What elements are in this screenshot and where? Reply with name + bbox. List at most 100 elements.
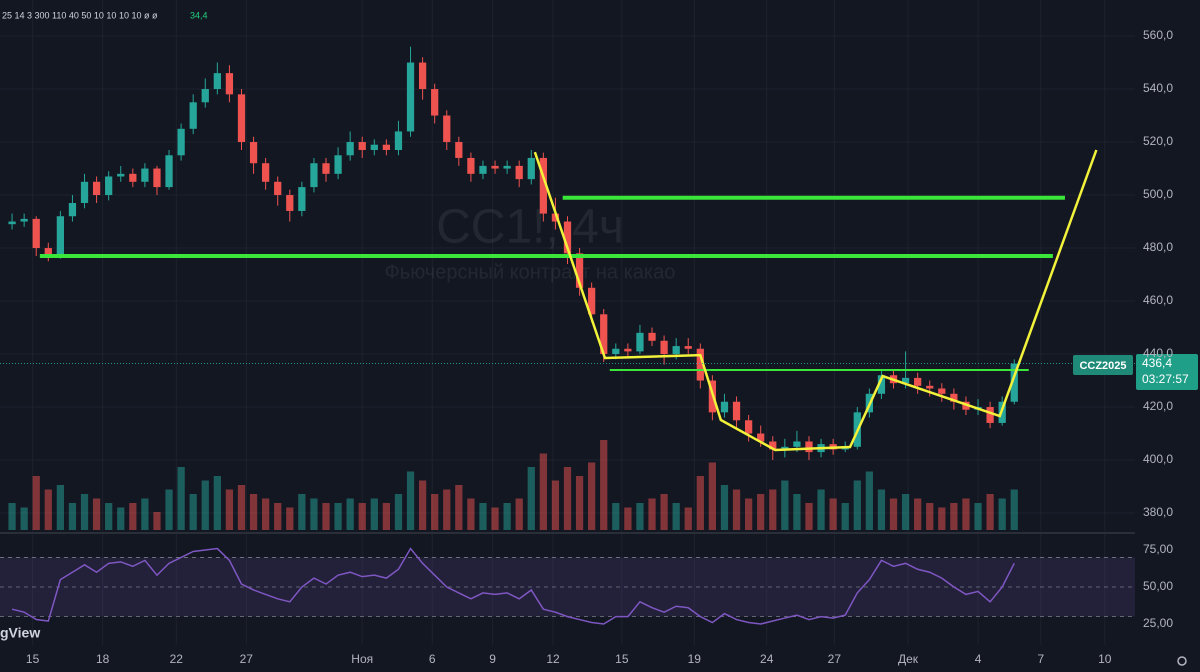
volume-bar bbox=[105, 503, 113, 530]
candle-body bbox=[310, 163, 318, 188]
candle-body bbox=[648, 332, 656, 341]
candle-body bbox=[346, 142, 354, 156]
candle-body bbox=[539, 157, 547, 214]
volume-bar bbox=[527, 467, 535, 530]
candle-body bbox=[575, 253, 584, 288]
volume-bar bbox=[129, 503, 137, 530]
candle-body bbox=[370, 144, 378, 150]
candle-body bbox=[672, 346, 680, 355]
candle-body bbox=[793, 441, 801, 447]
x-tick-label: 15 bbox=[615, 652, 629, 666]
volume-bar bbox=[382, 503, 391, 530]
volume-bar bbox=[370, 498, 378, 530]
volume-bar bbox=[732, 489, 741, 530]
x-tick-label: 12 bbox=[546, 652, 560, 666]
volume-bar bbox=[213, 476, 221, 530]
volume-bar bbox=[648, 498, 656, 530]
candle-body bbox=[117, 173, 125, 177]
candle-body bbox=[624, 348, 632, 352]
candle-body bbox=[20, 218, 28, 222]
volume-bar bbox=[817, 489, 825, 530]
indicator-params: 25 14 3 300 110 40 50 10 10 10 10 ø ø bbox=[2, 10, 158, 20]
x-tick-label: 22 bbox=[170, 652, 184, 666]
volume-bar bbox=[901, 494, 910, 530]
volume-bar bbox=[32, 476, 40, 530]
volume-bar bbox=[757, 494, 765, 530]
candle-body bbox=[515, 165, 523, 180]
volume-bar bbox=[889, 498, 898, 530]
volume-bar bbox=[926, 503, 934, 530]
x-tick-label: 9 bbox=[489, 652, 496, 666]
volume-bar bbox=[418, 480, 427, 530]
candle-body bbox=[901, 377, 910, 384]
candle-body bbox=[588, 287, 596, 315]
volume-bar bbox=[998, 498, 1006, 530]
brand-logo: gView bbox=[0, 625, 40, 641]
volume-bar bbox=[406, 471, 415, 530]
volume-bar bbox=[467, 498, 475, 530]
volume-bar bbox=[636, 503, 644, 530]
candle-body bbox=[32, 218, 40, 249]
volume-bar bbox=[225, 489, 234, 530]
candle-body bbox=[8, 221, 16, 225]
y2-tick-label: 25,00 bbox=[1143, 616, 1173, 630]
volume-bar bbox=[394, 494, 403, 530]
candle-body bbox=[177, 128, 185, 156]
candle-body bbox=[56, 216, 64, 256]
x-tick-label: 27 bbox=[828, 652, 842, 666]
candle-body bbox=[141, 168, 149, 182]
candle-body bbox=[129, 173, 137, 182]
y-tick-label: 380,0 bbox=[1143, 505, 1173, 519]
candle-body bbox=[491, 165, 499, 169]
candle-body bbox=[551, 213, 560, 222]
watermark-subtitle: Фьючерсный контракт на какао bbox=[385, 261, 676, 283]
x-tick-label: Дек bbox=[898, 652, 919, 666]
x-tick-label: 7 bbox=[1037, 652, 1044, 666]
volume-bar bbox=[44, 489, 52, 530]
candle-body bbox=[358, 142, 366, 150]
volume-bar bbox=[334, 503, 342, 530]
y2-tick-label: 50,00 bbox=[1143, 579, 1173, 593]
volume-bar bbox=[551, 480, 560, 530]
candle-body bbox=[322, 163, 330, 174]
volume-bar bbox=[624, 507, 632, 530]
indicator-value: 34,4 bbox=[190, 10, 208, 20]
x-tick-label: 10 bbox=[1098, 652, 1112, 666]
last-price-box bbox=[1136, 354, 1198, 390]
volume-bar bbox=[684, 507, 692, 530]
volume-bar bbox=[298, 494, 306, 530]
candle-body bbox=[382, 144, 391, 150]
candle-body bbox=[189, 102, 197, 129]
volume-bar bbox=[117, 507, 125, 530]
volume-bar bbox=[986, 494, 994, 530]
volume-bar bbox=[720, 485, 729, 530]
candle-body bbox=[262, 163, 270, 182]
settings-icon[interactable] bbox=[1177, 656, 1187, 666]
plot bbox=[0, 46, 1135, 625]
candle-body bbox=[334, 155, 342, 174]
volume-bar bbox=[455, 485, 463, 530]
y-tick-label: 500,0 bbox=[1143, 187, 1173, 201]
candle-body bbox=[225, 73, 234, 95]
candle-body bbox=[44, 248, 52, 256]
volume-bar bbox=[588, 462, 596, 530]
countdown: 03:27:57 bbox=[1142, 372, 1189, 386]
rsi-line bbox=[11, 547, 1015, 625]
volume-bar bbox=[56, 485, 64, 530]
candle-body bbox=[720, 401, 729, 413]
volume-bar bbox=[914, 498, 922, 530]
y-tick-label: 540,0 bbox=[1143, 81, 1173, 95]
candle-body bbox=[563, 221, 572, 254]
candle-body bbox=[418, 62, 427, 90]
volume-bar bbox=[829, 498, 837, 530]
x-tick-label: 6 bbox=[429, 652, 436, 666]
candle-body bbox=[68, 202, 77, 217]
x-tick-label: 15 bbox=[26, 652, 40, 666]
candle-body bbox=[950, 393, 958, 402]
volume-bar bbox=[189, 494, 197, 530]
candle-body bbox=[467, 157, 475, 174]
volume-bar bbox=[92, 498, 101, 530]
candle-body bbox=[443, 115, 451, 143]
candle-body bbox=[237, 94, 246, 143]
volume-bar bbox=[539, 453, 547, 530]
